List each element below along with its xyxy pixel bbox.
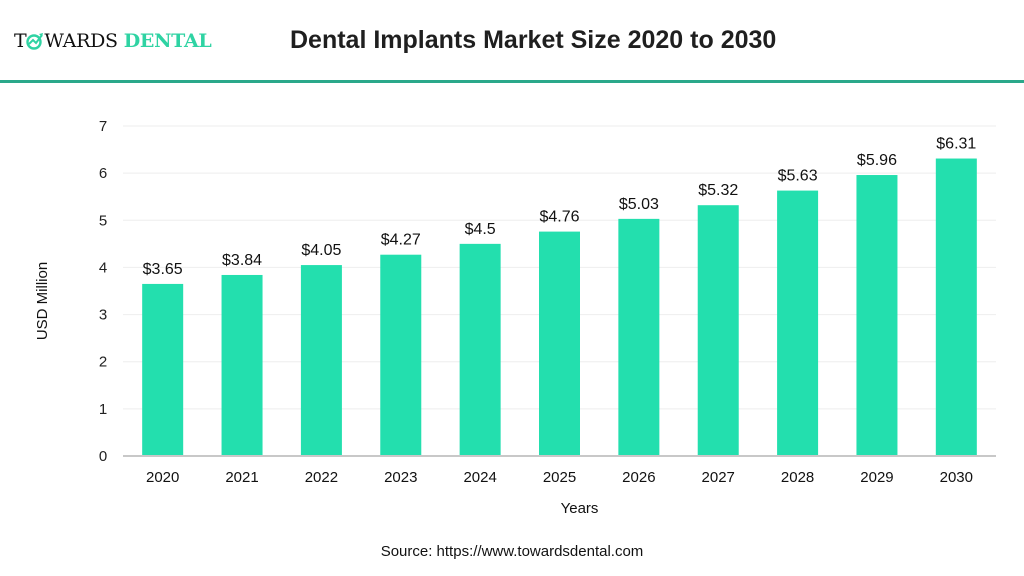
data-labels: $3.65 $3.84 $4.05 $4.27 $4.5 $4.76 $5.03 $5.32 $… xyxy=(143,136,977,278)
data-label: $4.27 xyxy=(381,232,421,249)
x-tick-label: 2023 xyxy=(384,469,417,486)
x-tick-label: 2021 xyxy=(225,469,258,486)
x-axis-label: Years xyxy=(561,500,599,517)
y-tick-label: 6 xyxy=(99,165,107,182)
bars xyxy=(142,158,977,457)
chart-title: Dental Implants Market Size 2020 to 2030 xyxy=(290,26,777,54)
y-tick-label: 7 xyxy=(99,118,107,135)
x-tick-label: 2022 xyxy=(305,469,338,486)
logo-text-t: T xyxy=(14,30,27,52)
data-label: $6.31 xyxy=(936,136,976,153)
bar xyxy=(618,218,660,456)
logo-text-wards: WARDS xyxy=(44,30,118,52)
growth-chart-icon xyxy=(26,33,44,50)
x-tick-label: 2030 xyxy=(940,469,973,486)
logo-text-dental: DENTAL xyxy=(123,30,212,52)
data-label: $5.32 xyxy=(698,182,738,199)
bar xyxy=(142,283,184,456)
bar xyxy=(459,243,501,456)
source-note: Source: https://www.towardsdental.com xyxy=(380,543,644,560)
bar xyxy=(777,190,819,457)
y-axis-ticks: 0 1 2 3 4 5 6 7 xyxy=(99,118,107,465)
data-label: $4.76 xyxy=(539,209,579,226)
brand-logo: T WARDS DENTAL xyxy=(14,27,212,55)
data-label: $5.96 xyxy=(857,152,897,169)
bar xyxy=(221,274,263,456)
data-label: $5.03 xyxy=(619,196,659,213)
x-tick-label: 2028 xyxy=(781,469,814,486)
bar xyxy=(380,254,422,456)
data-label: $4.5 xyxy=(465,221,496,238)
x-tick-label: 2025 xyxy=(543,469,576,486)
x-tick-label: 2024 xyxy=(463,469,496,486)
y-axis-label: USD Million xyxy=(34,262,51,340)
y-tick-label: 0 xyxy=(99,448,107,465)
x-tick-label: 2026 xyxy=(622,469,655,486)
x-tick-label: 2029 xyxy=(860,469,893,486)
y-tick-label: 5 xyxy=(99,212,107,229)
x-axis-ticks: 2020 2021 2022 2023 2024 2025 2026 2027 2028 2029… xyxy=(146,469,973,486)
y-tick-label: 4 xyxy=(99,259,107,276)
x-tick-label: 2020 xyxy=(146,469,179,486)
y-tick-label: 1 xyxy=(99,401,107,418)
y-tick-label: 3 xyxy=(99,307,107,324)
data-label: $3.65 xyxy=(143,261,183,278)
bar xyxy=(300,265,342,456)
y-tick-label: 2 xyxy=(99,354,107,371)
data-label: $3.84 xyxy=(222,252,262,269)
data-label: $4.05 xyxy=(301,242,341,259)
data-label: $5.63 xyxy=(778,168,818,185)
bar xyxy=(697,205,739,456)
x-tick-label: 2027 xyxy=(702,469,735,486)
bar xyxy=(856,175,898,456)
bar xyxy=(539,231,580,456)
header-divider xyxy=(0,80,1024,83)
bar xyxy=(935,158,977,456)
